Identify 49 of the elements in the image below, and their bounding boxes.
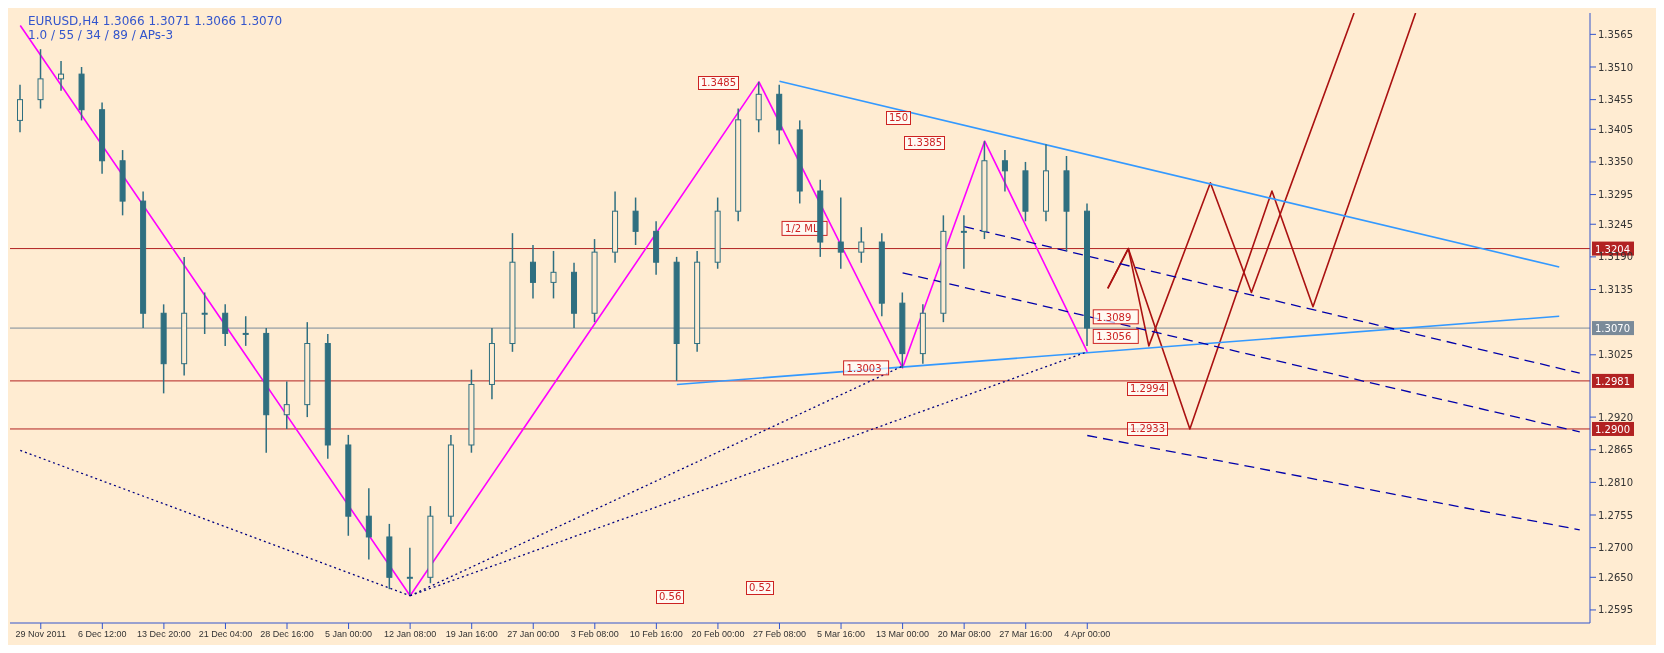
y-tick-label: 1.2810 — [1598, 476, 1633, 488]
x-tick-label: 4 Apr 00:00 — [1064, 629, 1111, 640]
annotation: 1.3385 — [904, 136, 945, 150]
y-tick-label: 1.2650 — [1598, 571, 1633, 583]
x-tick-label: 6 Dec 12:00 — [78, 629, 127, 640]
annotation: 150 — [886, 111, 912, 125]
x-tick-label: 5 Jan 00:00 — [325, 629, 373, 640]
annotation: 1.3485 — [698, 76, 739, 90]
x-tick-label: 27 Jan 00:00 — [507, 629, 560, 640]
annotation: 1.3003 — [846, 362, 882, 374]
x-tick-label: 10 Feb 16:00 — [629, 629, 683, 640]
x-tick-label: 28 Dec 16:00 — [260, 629, 314, 640]
y-tick-label: 1.3565 — [1598, 28, 1633, 40]
y-tick-label: 1.2755 — [1598, 509, 1633, 521]
x-tick-label: 27 Feb 08:00 — [752, 629, 806, 640]
annotation: 0.52 — [746, 581, 775, 595]
x-tick-label: 3 Feb 08:00 — [570, 629, 619, 640]
y-tick-label: 1.3350 — [1598, 156, 1633, 168]
x-tick-label: 13 Mar 00:00 — [876, 629, 930, 640]
chart-title: EURUSD,H4 1.3066 1.3071 1.3066 1.3070 — [28, 14, 283, 28]
y-tick-label: 1.3455 — [1598, 94, 1633, 106]
y-tick-label: 1.2700 — [1598, 542, 1633, 554]
y-tick-label: 1.3510 — [1598, 61, 1633, 73]
text: 1.0 / 55 / 34 / 89 / APs-3 — [28, 28, 175, 42]
x-tick-label: 29 Nov 2011 — [15, 629, 66, 640]
y-tick-label: 1.2865 — [1598, 444, 1633, 456]
x-tick-label: 21 Dec 04:00 — [198, 629, 253, 640]
ref-line-label: 1.3070 — [1595, 323, 1630, 335]
annotation: 1.3089 — [1096, 311, 1132, 323]
y-tick-label: 1.3245 — [1598, 218, 1633, 230]
y-tick-label: 1.3405 — [1598, 123, 1633, 135]
x-tick-label: 20 Mar 08:00 — [937, 629, 991, 640]
x-tick-label: 5 Mar 16:00 — [817, 629, 866, 640]
annotation: 1.2933 — [1127, 422, 1168, 436]
x-tick-label: 12 Jan 08:00 — [384, 629, 437, 640]
y-tick-label: 1.3295 — [1598, 189, 1633, 201]
x-tick-label: 13 Dec 20:00 — [137, 629, 191, 640]
annotation: 1.2994 — [1127, 382, 1168, 396]
x-tick-label: 27 Mar 16:00 — [999, 629, 1053, 640]
annotation: 1.3056 — [1096, 331, 1132, 343]
y-tick-label: 1.3025 — [1598, 349, 1633, 361]
y-tick-label: 1.2920 — [1598, 411, 1633, 423]
x-tick-label: 19 Jan 16:00 — [445, 629, 498, 640]
ref-line-label: 1.2981 — [1595, 375, 1630, 387]
y-tick-label: 1.3135 — [1598, 284, 1633, 296]
ref-line-label: 1.2900 — [1595, 423, 1630, 435]
x-tick-label: 20 Feb 00:00 — [691, 629, 745, 640]
y-tick-label: 1.2595 — [1598, 604, 1633, 616]
annotation: 0.56 — [656, 590, 685, 604]
